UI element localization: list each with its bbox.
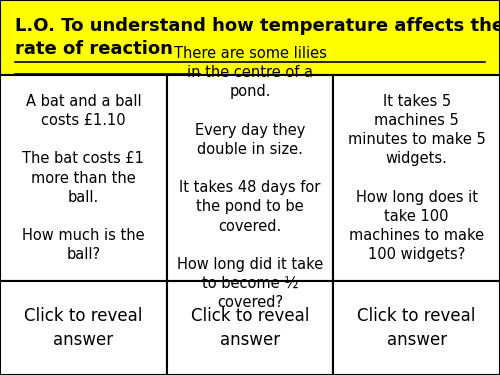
Bar bbox=[0, 0, 500, 75]
Bar bbox=[0, 75, 166, 281]
Bar bbox=[0, 281, 166, 375]
Text: Click to reveal
answer: Click to reveal answer bbox=[24, 308, 142, 349]
Bar bbox=[166, 75, 334, 281]
Text: Click to reveal
answer: Click to reveal answer bbox=[191, 308, 309, 349]
Text: A bat and a ball
costs £1.10

The bat costs £1
more than the
ball.

How much is : A bat and a ball costs £1.10 The bat cos… bbox=[22, 94, 144, 262]
Text: There are some lilies
in the centre of a
pond.

Every day they
double in size.

: There are some lilies in the centre of a… bbox=[174, 46, 326, 310]
Text: L.O. To understand how temperature affects the
rate of reaction: L.O. To understand how temperature affec… bbox=[15, 17, 500, 58]
Text: Click to reveal
answer: Click to reveal answer bbox=[358, 308, 476, 349]
Bar bbox=[334, 281, 500, 375]
Bar bbox=[166, 281, 334, 375]
Bar bbox=[334, 75, 500, 281]
Text: It takes 5
machines 5
minutes to make 5
widgets.

How long does it
take 100
mach: It takes 5 machines 5 minutes to make 5 … bbox=[348, 94, 486, 262]
